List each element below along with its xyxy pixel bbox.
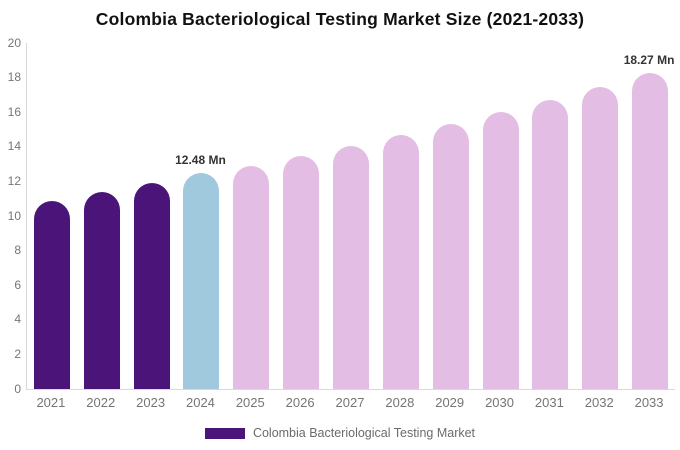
bar-2023[interactable] — [133, 183, 170, 389]
x-tick-label-2030: 2030 — [485, 395, 514, 410]
bar-2024[interactable] — [183, 173, 220, 389]
bar-2022[interactable] — [83, 192, 120, 389]
x-tick-label-2028: 2028 — [385, 395, 415, 410]
x-tick-label-2026: 2026 — [285, 395, 315, 410]
x-tick-label-2027: 2027 — [335, 395, 365, 410]
y-tick-label-6: 6 — [14, 277, 21, 292]
y-tick-label-8: 8 — [14, 243, 21, 258]
x-tick-label-2022: 2022 — [86, 395, 116, 410]
y-tick-label-12: 12 — [7, 173, 21, 188]
x-tick-label-2021: 2021 — [36, 395, 66, 410]
x-tick-label-2032: 2032 — [584, 395, 614, 410]
plot-area — [26, 43, 675, 390]
y-tick-label-18: 18 — [7, 70, 21, 85]
bar-value-label-2033: 18.27 Mn — [623, 52, 675, 67]
y-tick-label-0: 0 — [14, 381, 21, 396]
x-tick-label-2031: 2031 — [534, 395, 564, 410]
chart-title: Colombia Bacteriological Testing Market … — [95, 9, 585, 29]
bar-2031[interactable] — [532, 99, 569, 389]
bar-2026[interactable] — [283, 156, 320, 389]
bar-value-label-2024: 12.48 Mn — [175, 153, 226, 168]
x-tick-label-2023: 2023 — [136, 395, 166, 410]
y-tick-label-4: 4 — [14, 312, 21, 327]
y-tick-label-10: 10 — [7, 208, 21, 223]
x-tick-label-2025: 2025 — [235, 395, 265, 410]
legend-label[interactable]: Colombia Bacteriological Testing Market — [252, 426, 476, 440]
bar-2030[interactable] — [482, 112, 519, 389]
bar-2033[interactable] — [632, 72, 669, 389]
y-tick-label-2: 2 — [14, 346, 21, 361]
bar-2032[interactable] — [582, 87, 619, 389]
y-tick-label-16: 16 — [7, 104, 21, 119]
bar-2027[interactable] — [333, 145, 369, 389]
bar-2021[interactable] — [33, 201, 70, 389]
x-tick-label-2024: 2024 — [185, 395, 215, 410]
bar-2029[interactable] — [432, 124, 469, 389]
y-tick-label-20: 20 — [7, 35, 21, 50]
x-tick-label-2033: 2033 — [634, 395, 664, 410]
legend: Colombia Bacteriological Testing Market — [0, 426, 680, 440]
bar-2028[interactable] — [382, 135, 419, 389]
y-tick-label-14: 14 — [7, 139, 21, 154]
x-tick-label-2029: 2029 — [435, 395, 465, 410]
legend-swatch[interactable] — [204, 427, 245, 439]
bar-2025[interactable] — [233, 165, 270, 389]
